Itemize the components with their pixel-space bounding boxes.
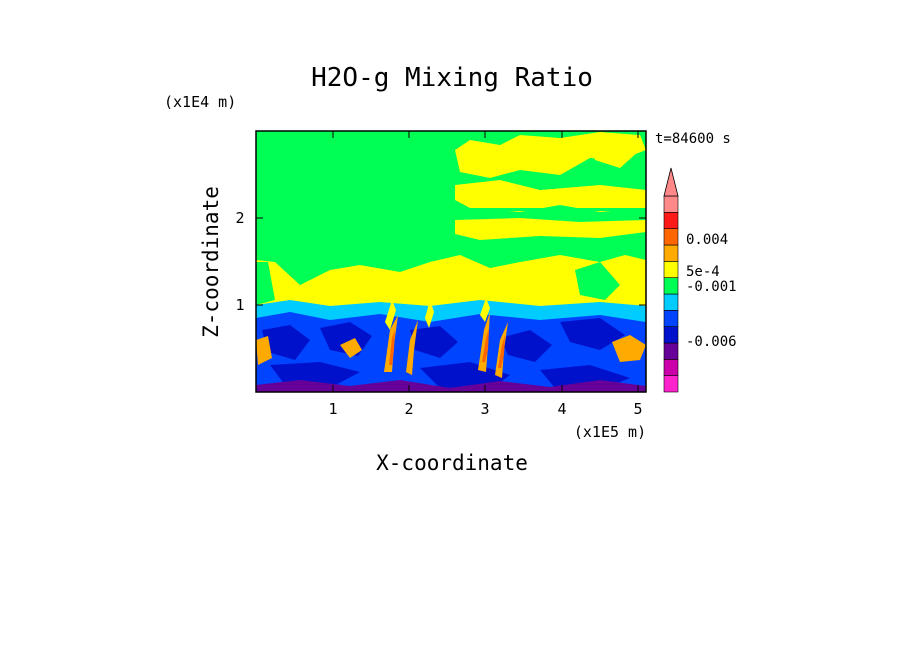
- colorbar-swatch: [663, 244, 679, 262]
- y-axis-label: Z-coordinate: [199, 186, 223, 338]
- plot-frame: [255, 130, 647, 393]
- colorbar-swatch: [663, 375, 679, 393]
- x-tick-label: 2: [404, 400, 413, 418]
- colorbar: [663, 167, 679, 393]
- yellow-plume-tips: [385, 298, 490, 330]
- x-tick-label: 3: [480, 400, 489, 418]
- dark-blue-blobs: [262, 318, 630, 390]
- colorbar-swatch: [663, 359, 679, 376]
- colorbar-swatch: [663, 277, 679, 295]
- colorbar-swatch: [663, 212, 679, 229]
- purple-bottom: [256, 380, 646, 392]
- orange-plumes: [256, 312, 646, 378]
- y-tick-label: 1: [235, 296, 244, 314]
- x-tick-label: 5: [633, 400, 642, 418]
- colorbar-swatch: [663, 326, 679, 344]
- colorbar-label: -0.006: [686, 334, 737, 350]
- colorbar-swatch: [663, 228, 679, 246]
- colorbar-swatch: [663, 293, 679, 311]
- red-plume-cores: [389, 328, 505, 368]
- y-tick-label: 2: [235, 209, 244, 227]
- colorbar-label: -0.001: [686, 279, 737, 295]
- x-tick-label: 1: [328, 400, 337, 418]
- x-tick-marks: [332, 131, 639, 392]
- y-scale-label: (x1E4 m): [164, 93, 236, 111]
- upper-yellow-patches: [455, 132, 646, 240]
- colorbar-swatch: [663, 310, 679, 327]
- green-stripes: [455, 208, 646, 217]
- colorbar-swatch: [663, 261, 679, 278]
- colorbar-extend-arrow: [663, 167, 679, 197]
- x-axis-label: X-coordinate: [376, 451, 528, 475]
- x-tick-label: 4: [557, 400, 566, 418]
- time-label: t=84600 s: [655, 131, 731, 147]
- contour-field: [256, 131, 646, 392]
- x-scale-label: (x1E5 m): [574, 423, 646, 441]
- colorbar-swatch: [663, 195, 679, 213]
- colorbar-swatch: [663, 342, 679, 360]
- colorbar-label: 5e-4: [686, 264, 720, 280]
- colorbar-label: 0.004: [686, 232, 728, 248]
- mid-yellow-band: [256, 255, 646, 310]
- chart-title: H2O-g Mixing Ratio: [311, 63, 593, 93]
- y-tick-marks: [256, 217, 646, 306]
